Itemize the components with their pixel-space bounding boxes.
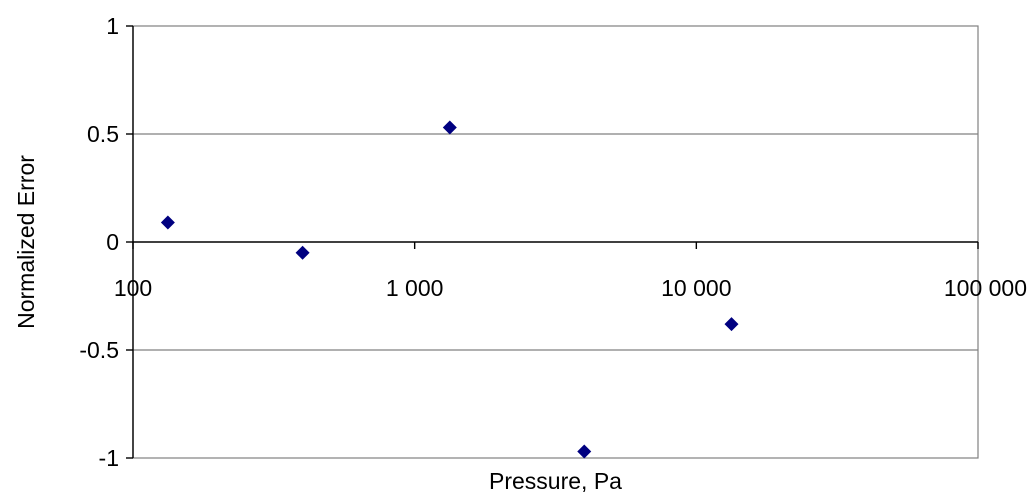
x-tick-label: 100 [114,275,152,301]
data-point [295,245,310,260]
data-point [160,215,175,230]
y-axis-title: Normalized Error [13,155,39,329]
y-tick-label: -1 [99,445,119,471]
y-axis-tick-labels: 1 0.5 0 -0.5 -1 [79,13,119,471]
x-axis-ticks [132,242,979,249]
data-point [442,120,457,135]
data-point [724,317,739,332]
data-point [577,444,592,459]
y-tick-label: 1 [106,13,119,39]
y-tick-label: 0 [106,229,119,255]
x-tick-label: 100 000 [944,275,1027,301]
y-tick-label: -0.5 [79,337,119,363]
x-tick-label: 1 000 [386,275,444,301]
data-points [160,120,739,459]
y-axis-ticks [126,25,133,459]
x-axis-tick-labels: 100 1 000 10 000 100 000 [114,275,1027,301]
gridlines [133,133,978,351]
x-tick-label: 10 000 [661,275,731,301]
x-axis-title: Pressure, Pa [489,468,622,494]
y-tick-label: 0.5 [87,121,119,147]
